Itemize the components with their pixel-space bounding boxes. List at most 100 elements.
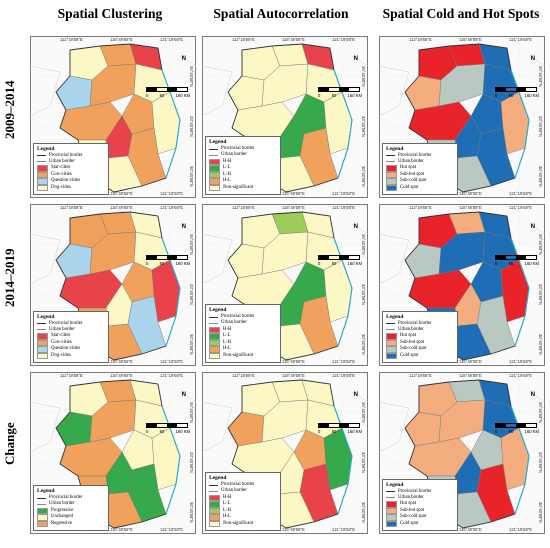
legend-item: Unchanged <box>37 514 105 521</box>
legend-label: Unchanged <box>51 514 73 520</box>
legend-swatch <box>209 333 220 340</box>
graticule-label-right: 33°40'58"N <box>361 284 366 305</box>
legend-item: L-H <box>209 507 277 514</box>
legend-item-urban-border: Urban border <box>209 488 277 494</box>
scale-label: 0 <box>495 92 498 98</box>
legend-label: Hot spot <box>400 501 417 507</box>
row-title-change: Change <box>2 422 17 466</box>
graticule-label-right: 33°40'58"N <box>189 116 194 137</box>
graticule-label-right: 33°40'58"N <box>189 284 194 305</box>
legend-label: Cow-cities <box>51 339 72 345</box>
legend-label: Star-cities <box>51 165 71 171</box>
column-title-autocorrelation: Spatial Autocorrelation <box>213 6 349 21</box>
graticule-label-top: 116°49'58"E <box>459 373 482 378</box>
legend-swatch <box>209 184 220 191</box>
legend-swatch <box>209 171 220 178</box>
legend-item: Cow-cities <box>37 171 105 178</box>
legend-label: H-H <box>223 326 232 332</box>
legend-swatch <box>37 184 48 191</box>
scale-label: 80 <box>331 92 337 98</box>
legend-swatch <box>37 346 48 353</box>
scale-label: 0 <box>146 260 149 266</box>
legend-item-provincial-border: Provincial border <box>386 489 454 495</box>
legend-swatch <box>37 514 48 521</box>
graticule-label-bottom: 116°49'58"E <box>459 359 482 364</box>
legend-label: H-L <box>223 514 231 520</box>
graticule-label-top: 112°19'58"E <box>409 37 432 42</box>
legend-title: Legend <box>209 139 227 146</box>
scale-bar: 0 80 160 KM <box>146 254 190 266</box>
provincial-border <box>404 43 530 193</box>
legend-item: Star-cities <box>37 333 105 340</box>
map-panel-autocorrelation-change: 112°19'58"E112°19'58"E116°49'58"E116°49'… <box>202 372 368 534</box>
legend-item: Cow-cities <box>37 339 105 346</box>
legend-label: H-H <box>223 494 232 500</box>
provincial-border <box>55 43 181 193</box>
map-svg <box>202 204 368 366</box>
legend-label: Regressive <box>51 520 73 526</box>
legend-label: H-L <box>223 178 231 184</box>
graticule-label-right: 30°40'58"N <box>538 502 543 523</box>
graticule-label-top: 112°19'58"E <box>232 373 255 378</box>
provincial-border <box>55 211 181 361</box>
legend-item-provincial-border: Provincial border <box>386 153 454 159</box>
legend-swatch <box>386 507 397 514</box>
scale-bar: 0 80 160 KM <box>318 422 362 434</box>
legend-swatch <box>37 352 48 359</box>
scale-label: 0 <box>146 92 149 98</box>
coastline <box>161 69 181 179</box>
graticule-label-right: 30°40'58"N <box>189 166 194 187</box>
graticule-label-right: 36°40'58"N <box>189 66 194 87</box>
legend-item: Non-significant <box>209 520 277 527</box>
graticule-label-bottom: 121°19'58"E <box>509 527 533 532</box>
graticule-label-right: 33°40'58"N <box>361 116 366 137</box>
legend-swatch <box>386 165 397 172</box>
legend-label: L-H <box>223 339 231 345</box>
graticule-label-bottom: 121°19'58"E <box>160 359 184 364</box>
provincial-border <box>227 211 353 361</box>
map-panel-autocorrelation-2014-2019: 112°19'58"E112°19'58"E116°49'58"E116°49'… <box>202 204 368 366</box>
graticule-label-top: 121°19'58"E <box>332 373 356 378</box>
graticule-label-bottom: 116°49'58"E <box>459 527 482 532</box>
scale-label: 80 <box>508 260 514 266</box>
north-arrow-icon: N <box>353 56 358 62</box>
legend-item: Non-significant <box>209 184 277 191</box>
legend-swatch <box>209 165 220 172</box>
graticule-label-top: 112°19'58"E <box>60 37 83 42</box>
graticule-label-top: 121°19'58"E <box>509 37 533 42</box>
graticule-label-top: 116°49'58"E <box>282 37 305 42</box>
legend-item: L-L <box>209 333 277 340</box>
graticule-label-top: 116°49'58"E <box>459 205 482 210</box>
legend-item: Star-cities <box>37 165 105 172</box>
scale-label: 0 <box>318 428 321 434</box>
scale-label: 80 <box>331 260 337 266</box>
coastline <box>161 405 181 515</box>
legend-swatch <box>386 352 397 359</box>
scale-label: 160 KM <box>347 428 362 434</box>
map-legend: Legend Provincial border Urban border Star-… <box>33 142 109 195</box>
legend-swatch <box>37 165 48 172</box>
legend-label: Star-cities <box>51 333 71 339</box>
scale-label: 160 KM <box>347 260 362 266</box>
legend-swatch <box>386 520 397 527</box>
north-arrow-icon: N <box>530 224 535 230</box>
graticule-label-top: 112°19'58"E <box>409 205 432 210</box>
scale-label: 80 <box>331 428 337 434</box>
legend-label: L-L <box>223 165 231 171</box>
legend-item-urban-border: Urban border <box>37 501 105 507</box>
legend-item: Progressive <box>37 507 105 514</box>
coastline <box>510 237 530 347</box>
legend-item: Dog-cities <box>37 352 105 359</box>
legend-item: H-L <box>209 346 277 353</box>
column-title-hotspots: Spatial Cold and Hot Spots <box>382 6 540 21</box>
graticule-label-bottom: 116°49'58"E <box>110 527 133 532</box>
legend-item-urban-border: Urban border <box>386 327 454 333</box>
legend-item: L-L <box>209 165 277 172</box>
scale-label: 160 KM <box>524 92 539 98</box>
legend-item: Question-cities <box>37 346 105 353</box>
legend-swatch <box>209 501 220 508</box>
graticule-label-right: 36°40'58"N <box>538 234 543 255</box>
legend-item-provincial-border: Provincial border <box>209 314 277 320</box>
legend-item-provincial-border: Provincial border <box>209 146 277 152</box>
legend-item-urban-border: Urban border <box>209 152 277 158</box>
